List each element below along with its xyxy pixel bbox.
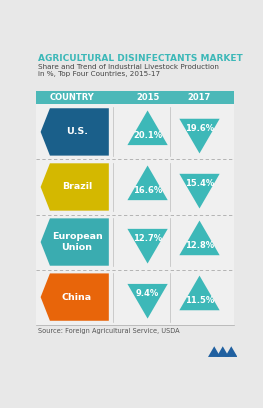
Text: AGRICULTURAL DISINFECTANTS MARKET: AGRICULTURAL DISINFECTANTS MARKET — [38, 54, 242, 63]
Text: U.S.: U.S. — [66, 127, 88, 136]
Polygon shape — [128, 229, 168, 264]
Text: 9.4%: 9.4% — [136, 289, 159, 298]
Polygon shape — [41, 108, 109, 155]
Polygon shape — [216, 346, 229, 357]
Polygon shape — [128, 166, 168, 200]
Bar — [36, 160, 234, 215]
Polygon shape — [208, 346, 220, 357]
Text: 15.4%: 15.4% — [185, 179, 214, 188]
Text: Brazil: Brazil — [62, 182, 92, 191]
Text: Source: Foreign Agricultural Service, USDA: Source: Foreign Agricultural Service, US… — [38, 328, 179, 335]
Text: 16.6%: 16.6% — [133, 186, 162, 195]
Polygon shape — [41, 163, 109, 211]
Text: 20.1%: 20.1% — [133, 131, 162, 140]
Text: China: China — [62, 293, 92, 302]
Polygon shape — [179, 275, 220, 310]
Text: 2017: 2017 — [188, 93, 211, 102]
Text: COUNTRY: COUNTRY — [49, 93, 94, 102]
Text: 2015: 2015 — [136, 93, 159, 102]
Polygon shape — [179, 174, 220, 208]
Polygon shape — [179, 119, 220, 153]
Bar — [36, 215, 234, 270]
Bar — [36, 104, 234, 160]
Bar — [36, 270, 234, 325]
Text: European
Union: European Union — [52, 232, 102, 252]
Text: 19.6%: 19.6% — [185, 124, 214, 133]
Polygon shape — [41, 273, 109, 321]
Text: 12.8%: 12.8% — [185, 241, 214, 250]
Polygon shape — [128, 284, 168, 319]
Polygon shape — [41, 218, 109, 266]
Polygon shape — [179, 221, 220, 255]
Bar — [36, 91, 234, 104]
Polygon shape — [225, 346, 237, 357]
Polygon shape — [128, 111, 168, 145]
Text: Share and Trend of Industrial Livestock Production
in %, Top Four Countries, 201: Share and Trend of Industrial Livestock … — [38, 64, 218, 78]
Text: 11.5%: 11.5% — [185, 296, 214, 305]
Text: 12.7%: 12.7% — [133, 234, 162, 243]
